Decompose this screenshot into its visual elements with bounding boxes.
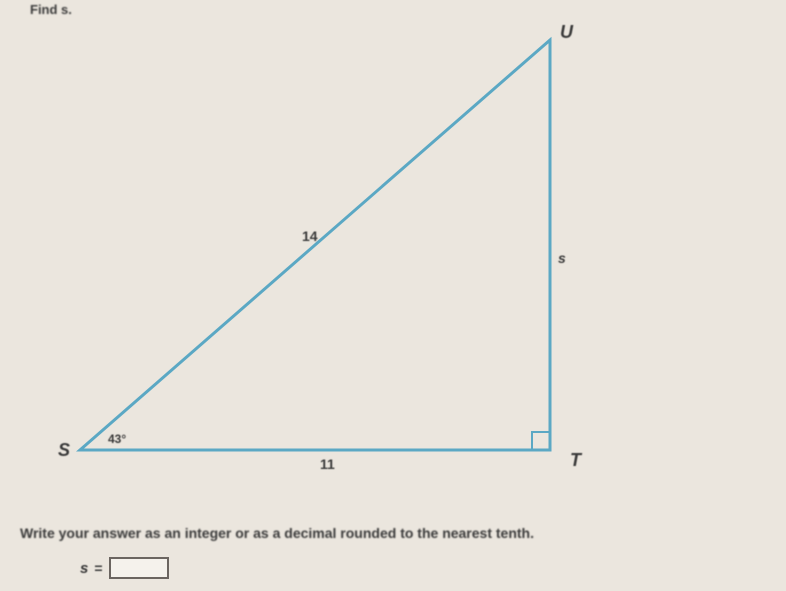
right-angle-marker [532, 432, 550, 450]
instruction-text: Write your answer as an integer or as a … [20, 525, 534, 541]
vertex-u-label: U [560, 22, 573, 43]
problem-title: Find s. [30, 2, 72, 17]
triangle-figure: U S T 14 11 s 43° [60, 30, 620, 490]
side-ut-label: s [558, 250, 566, 266]
side-su-label: 14 [302, 228, 318, 244]
vertex-t-label: T [570, 450, 581, 471]
worksheet-page: Find s. U S T 14 11 s 43° Write your ans… [0, 0, 786, 591]
triangle-svg [60, 30, 620, 490]
angle-s-label: 43° [108, 432, 126, 446]
answer-variable: s [80, 560, 88, 577]
vertex-s-label: S [58, 440, 70, 461]
triangle-shape [80, 40, 550, 450]
answer-row: s = [80, 557, 169, 579]
answer-input[interactable] [109, 557, 169, 579]
side-st-label: 11 [320, 456, 335, 472]
answer-equals: = [94, 560, 102, 576]
